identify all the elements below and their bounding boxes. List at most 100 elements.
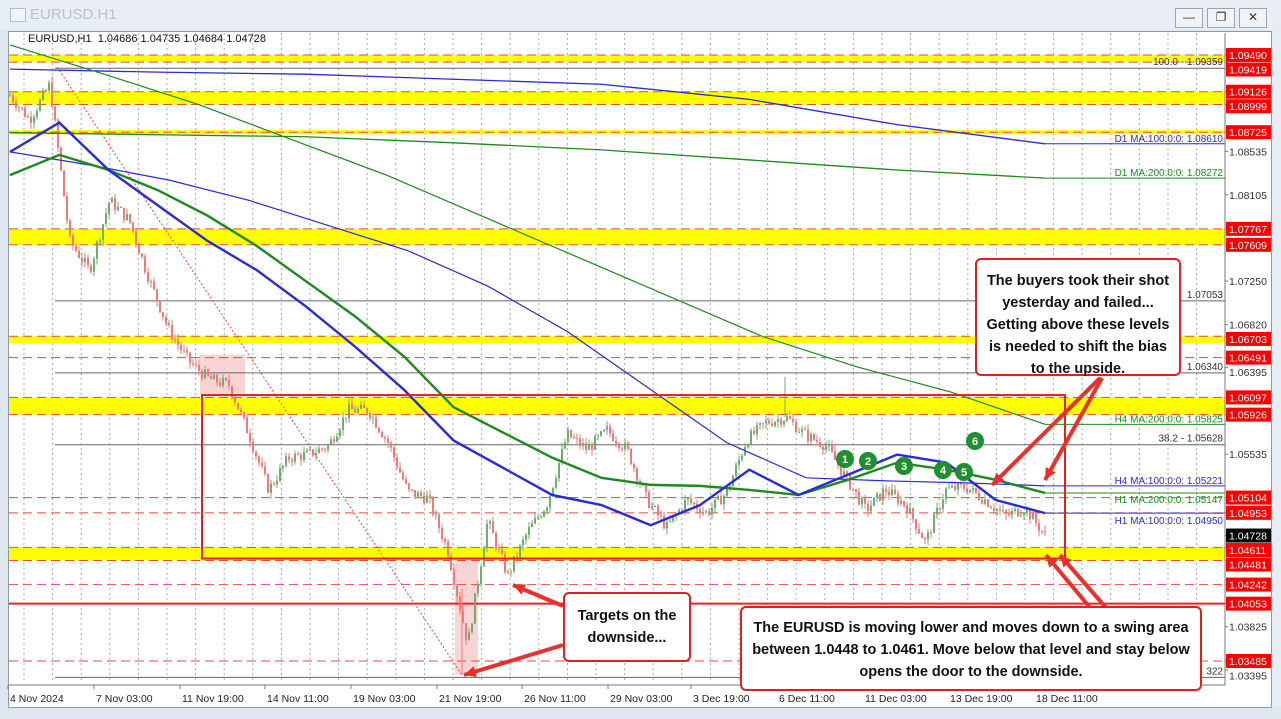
candle-body — [1041, 530, 1043, 532]
restore-button[interactable]: ❐ — [1207, 8, 1235, 28]
candle-body — [1044, 531, 1046, 533]
candle-body — [201, 370, 203, 379]
marker-circle-2 — [859, 452, 877, 470]
candle-body — [159, 301, 161, 313]
candle-body — [753, 430, 755, 434]
candle-body — [810, 433, 812, 442]
candle-body — [774, 421, 776, 426]
candle-body — [351, 404, 353, 410]
support-resistance-zone — [9, 55, 1225, 63]
candle-body — [390, 442, 392, 448]
candle-body — [927, 532, 929, 540]
candle-body — [813, 433, 815, 440]
candle-body — [378, 427, 380, 432]
candle-body — [84, 258, 86, 263]
candle-body — [489, 521, 491, 524]
candle-body — [672, 515, 674, 521]
candle-body — [990, 506, 992, 509]
candle-body — [879, 493, 881, 501]
close-button[interactable]: ✕ — [1239, 8, 1267, 28]
candle-body — [63, 170, 65, 197]
candle-body — [540, 516, 542, 518]
candle-body — [279, 468, 281, 481]
moving-average-label: H1 MA:100:0:0: 1.04950 — [1115, 516, 1224, 527]
support-resistance-zone — [9, 228, 1225, 245]
candle-body — [1023, 513, 1025, 516]
candle-body — [408, 483, 410, 490]
price-level-tag — [1226, 84, 1271, 99]
candle-body — [204, 369, 206, 379]
candle-body — [705, 511, 707, 513]
candle-body — [249, 433, 251, 443]
candle-body — [1014, 508, 1016, 511]
candle-body — [747, 444, 749, 448]
moving-average-line — [9, 44, 1046, 425]
time-tick-label: 4 Nov 2024 — [10, 693, 64, 705]
candle-body — [948, 487, 950, 489]
candle-body — [804, 428, 806, 430]
candle-body — [633, 464, 635, 469]
price-level-tag-label: 1.05926 — [1229, 410, 1267, 422]
candle-body — [426, 495, 428, 503]
candle-body — [129, 214, 131, 223]
price-tick-label: 1.07250 — [1229, 276, 1267, 288]
candle-body — [435, 514, 437, 516]
price-level-tag — [1226, 596, 1271, 611]
annotation-arrow — [1043, 377, 1104, 481]
candle-body — [318, 448, 320, 454]
candle-body — [402, 472, 404, 480]
candle-body — [921, 533, 923, 539]
candle-body — [711, 508, 713, 515]
candle-body — [888, 491, 890, 496]
candle-body — [474, 593, 476, 624]
candle-body — [891, 489, 893, 496]
candle-body — [291, 459, 293, 462]
candle-body — [966, 488, 968, 493]
candle-body — [636, 468, 638, 481]
minimize-button[interactable]: — — [1175, 8, 1203, 28]
candle-body — [504, 554, 506, 573]
candle-body — [261, 462, 263, 467]
price-level-tag-label: 1.05104 — [1229, 493, 1267, 505]
candle-body — [546, 507, 548, 512]
candle-body — [339, 430, 341, 437]
candle-body — [1020, 515, 1022, 517]
moving-average-label: D1 MA:200:0:0: 1.08272 — [1115, 168, 1224, 179]
candle-body — [615, 440, 617, 444]
candle-body — [936, 507, 938, 515]
fibonacci-level-label: 38.2 - 1.05628 — [1159, 434, 1224, 445]
candle-body — [876, 493, 878, 498]
candle-body — [531, 523, 533, 528]
price-level-tag — [1226, 407, 1271, 422]
candle-body — [516, 556, 518, 558]
candle-body — [687, 498, 689, 500]
candle-body — [270, 483, 272, 493]
candle-body — [396, 457, 398, 468]
candle-body — [567, 429, 569, 443]
candle-body — [369, 413, 371, 419]
candle-body — [120, 206, 122, 208]
candle-body — [27, 116, 29, 118]
candle-body — [801, 428, 803, 432]
candle-body — [600, 431, 602, 436]
candle-body — [336, 436, 338, 442]
candle-body — [384, 437, 386, 439]
symbol-label: EURUSD,H1 — [28, 33, 92, 45]
candle-body — [456, 585, 458, 597]
candle-body — [534, 517, 536, 524]
candle-body — [882, 489, 884, 501]
time-tick-label: 18 Dec 11:00 — [1036, 693, 1098, 705]
price-level-tag-label: 1.04611 — [1229, 545, 1266, 557]
candle-body — [363, 404, 365, 409]
candle-body — [30, 116, 32, 124]
candle-body — [273, 483, 275, 485]
candle-body — [585, 443, 587, 450]
price-level-tag — [1226, 221, 1271, 236]
marker-circle-1 — [836, 450, 854, 468]
time-tick-label: 29 Nov 03:00 — [610, 693, 673, 705]
marker-label: 2 — [865, 456, 871, 468]
candle-body — [771, 423, 773, 426]
candle-body — [1026, 508, 1028, 514]
candle-body — [42, 90, 44, 100]
